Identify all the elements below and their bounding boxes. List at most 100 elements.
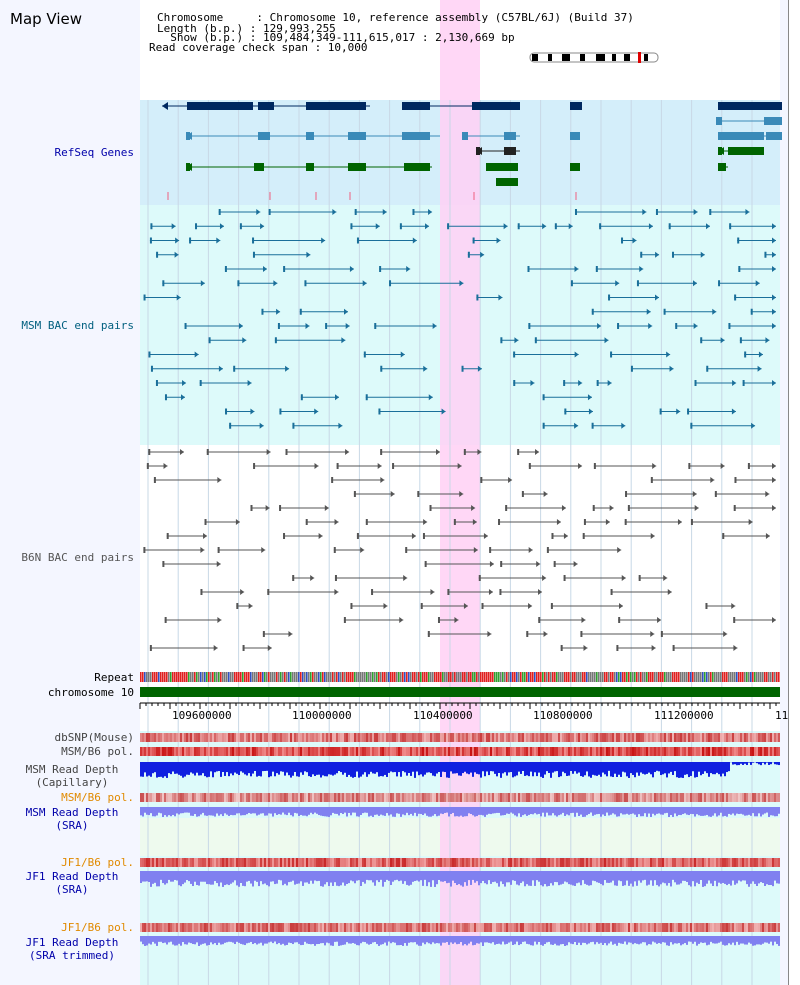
msm-b6-pol-heat bbox=[266, 747, 268, 756]
msm-bac-pair bbox=[148, 351, 151, 358]
msm-b6-pol-heat bbox=[368, 747, 370, 756]
jf1-b6-pol-heat bbox=[368, 923, 370, 932]
jf1-depth-sra-bar bbox=[652, 871, 654, 886]
jf1-b6-pol-heat bbox=[638, 858, 640, 867]
b6n-bac-pair bbox=[435, 449, 440, 455]
repeat-mark bbox=[364, 672, 366, 682]
msm-depth-sra-bar bbox=[622, 807, 624, 815]
msm-b6-pol-heat bbox=[288, 747, 290, 756]
msm-b6-pol-heat bbox=[468, 747, 470, 756]
msm-b6-pol-heat bbox=[474, 793, 476, 802]
dbsnp-heat bbox=[588, 733, 590, 742]
msm-depth-capillary-bar bbox=[328, 762, 330, 775]
jf1-b6-pol-heat bbox=[266, 858, 268, 867]
msm-bac-pair bbox=[143, 294, 146, 301]
msm-b6-pol-heat bbox=[644, 793, 646, 802]
msm-b6-pol-heat bbox=[716, 793, 718, 802]
jf1-depth-sra-bar bbox=[492, 871, 494, 883]
msm-bac-pair bbox=[218, 365, 223, 372]
jf1-depth-sra-bar bbox=[672, 871, 674, 880]
msm-b6-pol-heat bbox=[648, 747, 650, 756]
repeat-mark bbox=[452, 672, 454, 682]
jf1-depth-sra-bar bbox=[548, 871, 550, 886]
track-label-jf1-b6-pol-2[interactable]: JF1/B6 pol. bbox=[61, 921, 134, 934]
jf1-b6-pol-heat bbox=[454, 923, 456, 932]
jf1-depth-trimmed-bar bbox=[308, 936, 310, 944]
msm-b6-pol-heat bbox=[640, 747, 642, 756]
track-label-dbsnp[interactable]: dbSNP(Mouse) bbox=[54, 731, 134, 744]
jf1-b6-pol-heat bbox=[718, 923, 720, 932]
msm-depth-capillary-bar bbox=[210, 762, 212, 772]
jf1-depth-sra-bar bbox=[488, 871, 490, 881]
track-label-b6n-bac[interactable]: B6N BAC end pairs bbox=[21, 551, 134, 564]
track-label-msm-b6-pol-1[interactable]: MSM/B6 pol. bbox=[61, 745, 134, 758]
msm-depth-capillary-bar bbox=[156, 762, 158, 778]
jf1-depth-sra-bar bbox=[256, 871, 258, 882]
msm-bac-pair bbox=[772, 308, 776, 315]
track-label-refseq[interactable]: RefSeq Genes bbox=[54, 146, 134, 159]
jf1-depth-sra-bar bbox=[698, 871, 700, 884]
jf1-depth-trimmed-bar bbox=[242, 936, 244, 945]
msm-b6-pol-heat bbox=[776, 747, 778, 756]
repeat-mark bbox=[614, 672, 616, 682]
msm-depth-sra-bar bbox=[708, 807, 710, 817]
jf1-depth-sra-bar bbox=[546, 871, 548, 887]
gene-model bbox=[348, 132, 366, 140]
jf1-b6-pol-heat bbox=[440, 858, 442, 867]
msm-b6-pol-heat bbox=[714, 747, 716, 756]
jf1-b6-pol-heat bbox=[634, 858, 636, 867]
jf1-depth-trimmed-bar bbox=[166, 936, 168, 945]
vertical-scrollbar[interactable] bbox=[788, 0, 800, 985]
jf1-b6-pol-heat bbox=[342, 858, 344, 867]
msm-depth-capillary-bar bbox=[654, 762, 656, 773]
msm-depth-sra-bar bbox=[596, 807, 598, 815]
jf1-b6-pol-heat bbox=[274, 858, 276, 867]
msm-depth-sra-bar bbox=[692, 807, 694, 815]
track-label-msm-depth-sra[interactable]: MSM Read Depth (SRA) bbox=[25, 806, 119, 832]
msm-depth-capillary-bar bbox=[158, 762, 160, 777]
jf1-depth-sra-bar bbox=[512, 871, 514, 881]
jf1-depth-trimmed-bar bbox=[558, 936, 560, 946]
track-label-jf1-b6-pol-1[interactable]: JF1/B6 pol. bbox=[61, 856, 134, 869]
msm-b6-pol-heat bbox=[290, 793, 292, 802]
dbsnp-heat bbox=[248, 733, 250, 742]
track-label-msm-bac[interactable]: MSM BAC end pairs bbox=[21, 319, 134, 332]
jf1-depth-trimmed-bar bbox=[338, 936, 340, 946]
jf1-depth-trimmed-bar bbox=[430, 936, 432, 945]
jf1-b6-pol-heat bbox=[236, 858, 238, 867]
msm-depth-sra-bar bbox=[594, 807, 596, 815]
msm-b6-pol-heat bbox=[244, 793, 246, 802]
jf1-depth-sra-bar bbox=[752, 871, 754, 882]
jf1-depth-trimmed-bar bbox=[608, 936, 610, 944]
jf1-b6-pol-heat bbox=[638, 923, 640, 932]
msm-b6-pol-heat bbox=[584, 793, 586, 802]
msm-b6-pol-heat bbox=[508, 747, 510, 756]
repeat-mark bbox=[770, 672, 772, 682]
msm-depth-capillary-bar bbox=[370, 762, 372, 772]
jf1-depth-trimmed-bar bbox=[614, 936, 616, 944]
track-label-msm-b6-pol-2[interactable]: MSM/B6 pol. bbox=[61, 791, 134, 804]
jf1-depth-trimmed-bar bbox=[344, 936, 346, 945]
msm-depth-sra-bar bbox=[350, 807, 352, 816]
msm-depth-capillary-bar bbox=[468, 762, 470, 775]
jf1-depth-sra-bar bbox=[288, 871, 290, 883]
jf1-b6-pol-heat bbox=[416, 858, 418, 867]
jf1-depth-sra-bar bbox=[464, 871, 466, 883]
msm-b6-pol-heat bbox=[688, 793, 690, 802]
dbsnp-heat bbox=[172, 733, 174, 742]
track-label-jf1-depth-sra[interactable]: JF1 Read Depth (SRA) bbox=[25, 870, 119, 896]
repeat-mark bbox=[146, 672, 148, 682]
jf1-b6-pol-heat bbox=[678, 858, 680, 867]
jf1-depth-trimmed-bar bbox=[598, 936, 600, 944]
track-label-msm-depth-capillary[interactable]: MSM Read Depth (Capillary) bbox=[25, 763, 119, 789]
jf1-b6-pol-heat bbox=[308, 858, 310, 867]
msm-b6-pol-heat bbox=[756, 747, 758, 756]
b6n-bac-pair bbox=[528, 547, 533, 553]
jf1-depth-trimmed-bar bbox=[530, 936, 532, 946]
msm-bac-pair bbox=[279, 408, 282, 415]
jf1-b6-pol-heat bbox=[702, 923, 704, 932]
track-label-jf1-depth-trimmed[interactable]: JF1 Read Depth (SRA trimmed) bbox=[25, 936, 119, 962]
dbsnp-heat bbox=[544, 733, 546, 742]
